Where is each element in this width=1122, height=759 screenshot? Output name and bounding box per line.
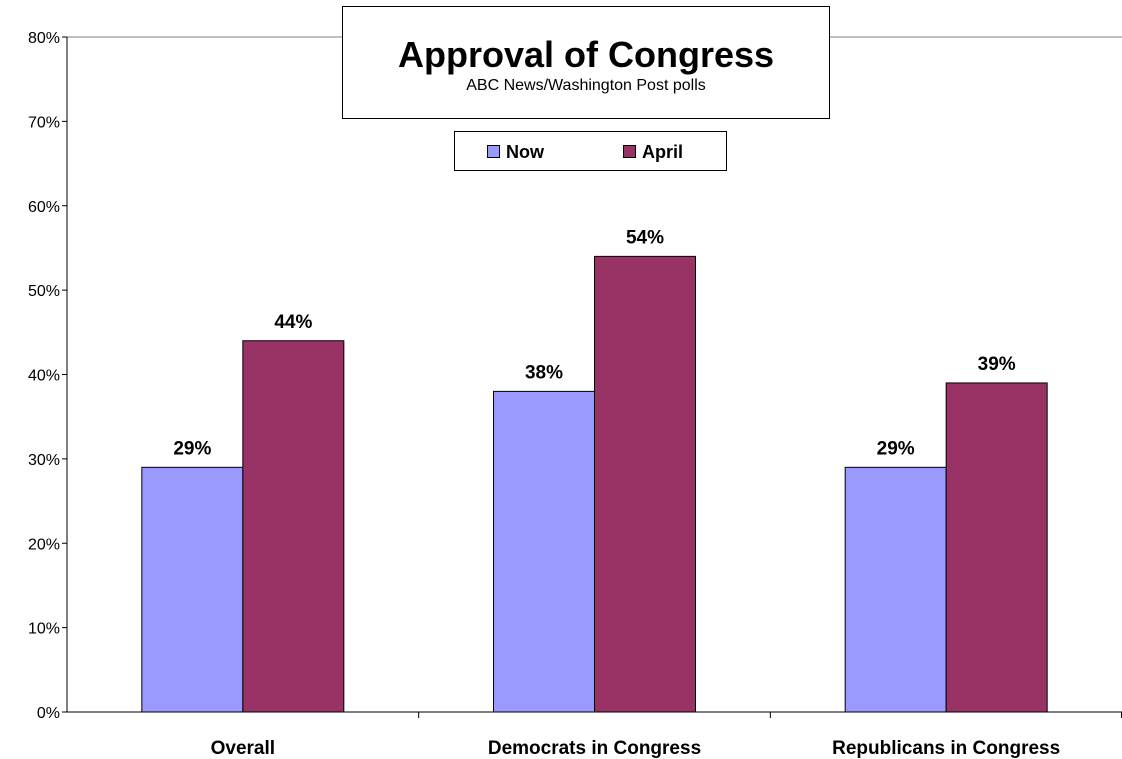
chart-legend: Now April [454, 131, 727, 171]
bar-now [844, 466, 947, 713]
chart-subtitle: ABC News/Washington Post polls [466, 77, 706, 94]
legend-label-now: Now [506, 142, 544, 162]
y-tick-label: 80% [28, 30, 60, 47]
legend-label-april: April [642, 142, 684, 162]
y-tick-label: 60% [28, 199, 60, 216]
data-label: 29% [173, 438, 211, 459]
data-label: 29% [877, 438, 915, 459]
bar-now [493, 390, 595, 713]
data-label: 54% [626, 227, 664, 248]
y-tick-label: 70% [28, 114, 60, 131]
legend-swatch-april [623, 145, 636, 158]
bar-now [141, 466, 244, 713]
y-tick-label: 20% [28, 536, 60, 553]
y-tick-label: 30% [28, 452, 60, 469]
bar-april [945, 382, 1048, 713]
chart-title-box: Approval of Congress ABC News/Washington… [342, 6, 830, 119]
y-tick-label: 10% [28, 621, 60, 638]
y-tick-label: 0% [37, 705, 60, 722]
data-label: 38% [525, 362, 563, 383]
y-tick-label: 50% [28, 283, 60, 300]
legend-swatch-now [487, 145, 500, 158]
data-label: 44% [274, 312, 312, 333]
data-label: 39% [978, 354, 1016, 375]
x-tick-label: Republicans in Congress [832, 738, 1060, 759]
x-tick-label: Overall [211, 738, 275, 759]
chart-title: Approval of Congress [397, 34, 775, 75]
y-tick-label: 40% [28, 368, 60, 385]
bar-april [242, 340, 345, 713]
bar-april [594, 255, 696, 713]
x-tick-label: Democrats in Congress [488, 738, 701, 759]
